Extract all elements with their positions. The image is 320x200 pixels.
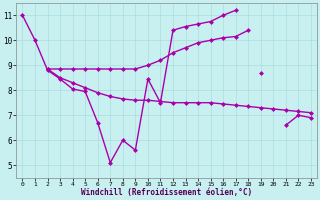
X-axis label: Windchill (Refroidissement éolien,°C): Windchill (Refroidissement éolien,°C) [81,188,252,197]
